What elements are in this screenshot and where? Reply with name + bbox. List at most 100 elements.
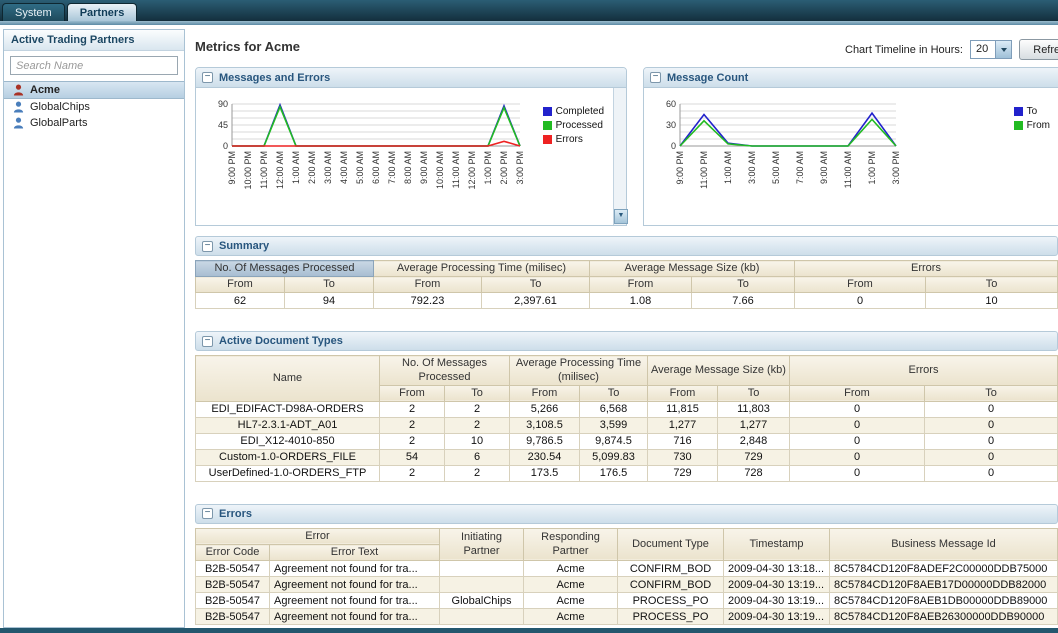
column-header[interactable]: Error bbox=[195, 527, 440, 546]
collapse-icon[interactable] bbox=[202, 335, 213, 347]
table-row[interactable]: B2B-50547 Agreement not found for tra... A… bbox=[195, 560, 1058, 578]
column-header[interactable]: Responding Partner bbox=[523, 527, 618, 562]
business-message-id-link[interactable]: 8C5784CD120F8AEB26300000DDB90000 bbox=[829, 608, 1058, 626]
document-type-value: 2 bbox=[444, 400, 510, 418]
tab-system[interactable]: System bbox=[2, 3, 65, 21]
table-row[interactable]: B2B-50547 Agreement not found for tra... G… bbox=[195, 592, 1058, 610]
partner-list: Acme GlobalChips GlobalParts bbox=[4, 81, 184, 131]
legend-swatch bbox=[1013, 107, 1023, 116]
main-content: Metrics for Acme Chart Timeline in Hours… bbox=[185, 25, 1058, 628]
chart-plot: 0 30 60 9:00 PM 11:00 PM 1:00 AM 3:00 AM 5:00 A… bbox=[650, 94, 1056, 221]
subheader-from[interactable]: From bbox=[379, 384, 445, 402]
subheader-from[interactable]: From bbox=[789, 384, 925, 402]
partner-item-globalparts[interactable]: GlobalParts bbox=[4, 115, 184, 131]
table-row[interactable]: UserDefined-1.0-ORDERS_FTP 2 2 173.5 176.5 72… bbox=[195, 464, 1058, 482]
column-header[interactable]: Timestamp bbox=[723, 527, 830, 562]
error-text: Agreement not found for tra... bbox=[269, 576, 440, 594]
column-header[interactable]: Name bbox=[195, 355, 380, 402]
document-type-value: 173.5 bbox=[509, 464, 580, 482]
panel-title: Summary bbox=[219, 240, 270, 252]
column-header[interactable]: No. Of Messages Processed bbox=[195, 259, 374, 278]
subheader-to[interactable]: To bbox=[924, 384, 1058, 402]
subheader-to[interactable]: To bbox=[579, 384, 648, 402]
page-title: Metrics for Acme bbox=[195, 39, 300, 54]
table-row[interactable]: B2B-50547 Agreement not found for tra... A… bbox=[195, 576, 1058, 594]
column-header[interactable]: Errors bbox=[794, 259, 1058, 278]
chart-legend: Completed Processed Errors bbox=[542, 106, 604, 145]
column-header[interactable]: Errors bbox=[789, 355, 1058, 386]
column-header[interactable]: No. Of Messages Processed bbox=[379, 355, 510, 386]
subheader-error-code[interactable]: Error Code bbox=[195, 544, 270, 562]
summary-value: 0 bbox=[794, 292, 926, 310]
partner-item-acme[interactable]: Acme bbox=[4, 81, 184, 99]
document-type-name: HL7-2.3.1-ADT_A01 bbox=[195, 416, 380, 434]
refresh-button[interactable]: Refresh bbox=[1019, 39, 1058, 60]
business-message-id-link[interactable]: 8C5784CD120F8ADEF2C00000DDB75000 bbox=[829, 560, 1058, 578]
document-type-value: 0 bbox=[924, 432, 1058, 450]
legend-swatch bbox=[1013, 121, 1023, 130]
collapse-icon[interactable] bbox=[202, 240, 213, 252]
column-header[interactable]: Document Type bbox=[617, 527, 724, 562]
subheader-to[interactable]: To bbox=[444, 384, 510, 402]
summary-panel: Summary No. Of Messages ProcessedAverage… bbox=[195, 236, 1058, 321]
error-text: Agreement not found for tra... bbox=[269, 608, 440, 626]
subheader-from[interactable]: From bbox=[589, 276, 692, 294]
column-header[interactable]: Business Message Id bbox=[829, 527, 1058, 562]
timeline-label: Chart Timeline in Hours: bbox=[845, 43, 963, 56]
person-icon bbox=[13, 84, 24, 96]
search-input[interactable] bbox=[10, 56, 178, 75]
timestamp: 2009-04-30 13:19... bbox=[723, 608, 830, 626]
svg-text:60: 60 bbox=[666, 99, 676, 109]
subheader-to[interactable]: To bbox=[925, 276, 1058, 294]
column-header[interactable]: Initiating Partner bbox=[439, 527, 524, 562]
responding-partner: Acme bbox=[523, 560, 618, 578]
summary-value: 62 bbox=[195, 292, 285, 310]
messages-errors-chart: 0 45 90 9:00 PM 10:00 PM 11:00 PM 12:00 AM 1:00… bbox=[196, 88, 628, 225]
table-row[interactable]: EDI_EDIFACT-D98A-ORDERS 2 2 5,266 6,568 11,81… bbox=[195, 400, 1058, 418]
collapse-icon[interactable] bbox=[202, 72, 213, 83]
summary-value: 10 bbox=[925, 292, 1058, 310]
errors-table: Error Initiating Partner Responding Partne… bbox=[195, 527, 1058, 626]
chart-scrollbar[interactable] bbox=[613, 88, 628, 225]
svg-text:1:00 AM: 1:00 AM bbox=[723, 151, 733, 184]
document-type-value: 0 bbox=[924, 416, 1058, 434]
column-header[interactable]: Average Processing Time (milisec) bbox=[509, 355, 648, 386]
summary-table: No. Of Messages Processed Average Process… bbox=[195, 259, 1058, 310]
panel-title: Errors bbox=[219, 507, 253, 520]
subheader-from[interactable]: From bbox=[195, 276, 285, 294]
legend-swatch bbox=[542, 107, 552, 116]
tab-partners[interactable]: Partners bbox=[66, 3, 138, 21]
error-code: B2B-50547 bbox=[195, 576, 270, 594]
subheader-from[interactable]: From bbox=[509, 384, 580, 402]
collapse-icon[interactable] bbox=[650, 72, 661, 83]
table-row[interactable]: EDI_X12-4010-850 2 10 9,786.5 9,874.5 716 2,84… bbox=[195, 432, 1058, 450]
svg-text:12:00 PM: 12:00 PM bbox=[467, 151, 477, 190]
business-message-id-link[interactable]: 8C5784CD120F8AEB1DB00000DDB89000 bbox=[829, 592, 1058, 610]
document-type-value: 728 bbox=[717, 464, 790, 482]
business-message-id-link[interactable]: 8C5784CD120F8AEB17D00000DDB82000 bbox=[829, 576, 1058, 594]
collapse-icon[interactable] bbox=[202, 508, 213, 520]
summary-value: 94 bbox=[284, 292, 374, 310]
subheader-from[interactable]: From bbox=[373, 276, 482, 294]
subheader-from[interactable]: From bbox=[794, 276, 926, 294]
subheader-to[interactable]: To bbox=[481, 276, 590, 294]
subheader-from[interactable]: From bbox=[647, 384, 718, 402]
summary-value: 7.66 bbox=[691, 292, 795, 310]
column-header[interactable]: Average Message Size (kb) bbox=[647, 355, 790, 386]
subheader-to[interactable]: To bbox=[284, 276, 374, 294]
table-row[interactable]: 62 94 792.23 2,397.61 1.08 7.66 0 10 bbox=[195, 292, 1058, 310]
timeline-select[interactable]: 20 bbox=[970, 40, 1013, 59]
column-header[interactable]: Average Processing Time (milisec) bbox=[373, 259, 590, 278]
column-header[interactable]: Average Message Size (kb) bbox=[589, 259, 795, 278]
table-row[interactable]: B2B-50547 Agreement not found for tra... A… bbox=[195, 608, 1058, 626]
subheader-to[interactable]: To bbox=[717, 384, 790, 402]
table-row[interactable]: HL7-2.3.1-ADT_A01 2 2 3,108.5 3,599 1,277 1,27… bbox=[195, 416, 1058, 434]
partner-item-globalchips[interactable]: GlobalChips bbox=[4, 99, 184, 115]
subheader-to[interactable]: To bbox=[691, 276, 795, 294]
subheader-error-text[interactable]: Error Text bbox=[269, 544, 440, 562]
initiating-partner bbox=[439, 608, 524, 626]
table-row[interactable]: Custom-1.0-ORDERS_FILE 54 6 230.54 5,099.83 7… bbox=[195, 448, 1058, 466]
document-type: PROCESS_PO bbox=[617, 608, 724, 626]
chart-legend: To From bbox=[1013, 106, 1050, 131]
